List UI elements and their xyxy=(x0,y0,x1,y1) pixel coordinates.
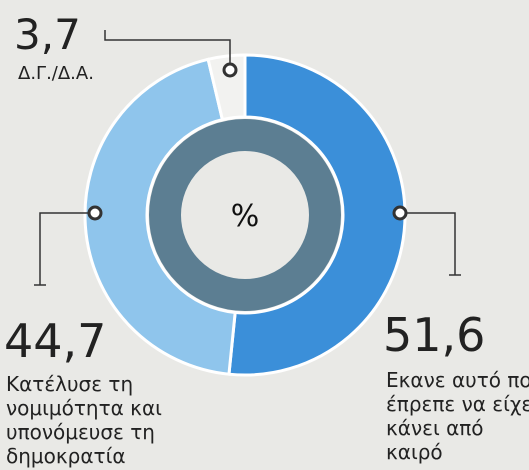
marker xyxy=(222,62,238,78)
donut-segment xyxy=(83,57,237,376)
center-label: % xyxy=(231,199,260,234)
leader-line xyxy=(104,30,231,68)
category-label: Δ.Γ./Δ.Α. xyxy=(18,63,94,84)
donut-segment xyxy=(227,53,407,377)
leader-line xyxy=(400,212,456,275)
marker xyxy=(87,205,103,221)
inner-ring xyxy=(149,119,341,311)
category-label: Κατέλυσε τη νομιμότητα και υπονόμευσε τη… xyxy=(6,372,162,468)
center-ring xyxy=(149,119,341,311)
value-label: 44,7 xyxy=(4,314,107,368)
value-label: 3,7 xyxy=(14,10,81,59)
category-label: Εκανε αυτό που έπρεπε να είχε κάνει από … xyxy=(386,368,529,464)
marker xyxy=(392,205,408,221)
callouts xyxy=(34,30,461,286)
value-label: 51,6 xyxy=(383,308,486,362)
leader-line xyxy=(39,212,95,285)
